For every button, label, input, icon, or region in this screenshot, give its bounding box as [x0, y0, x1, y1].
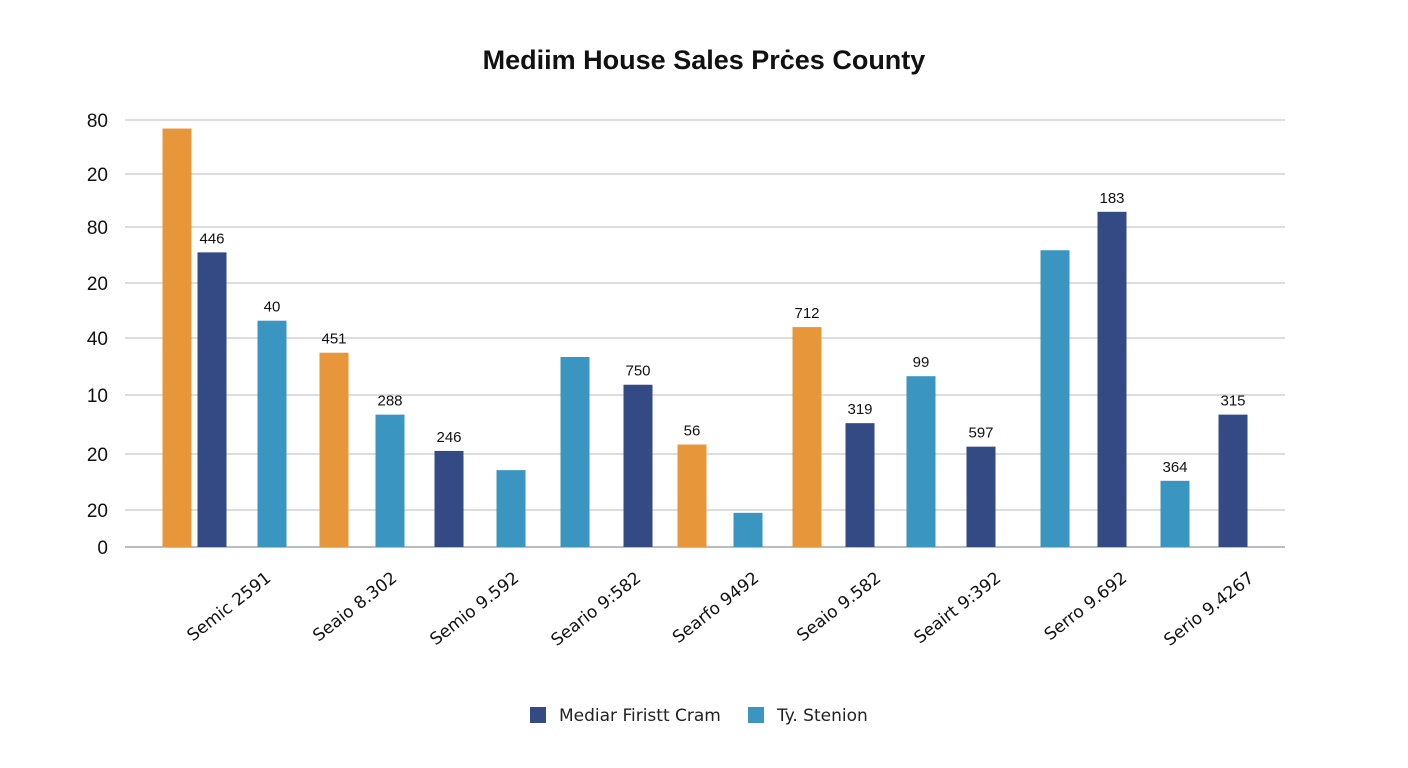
bar-orange-3 — [319, 352, 349, 547]
y-tick-label: 20 — [87, 501, 108, 522]
y-tick-label: 80 — [87, 111, 108, 132]
data-label: 40 — [264, 299, 281, 316]
data-label: 319 — [847, 401, 872, 418]
x-tick-label: Semic 2591 — [184, 568, 276, 646]
x-tick-label: Seaio 9.582 — [793, 568, 885, 646]
bar-teal-2 — [257, 320, 287, 547]
bar-teal-4 — [375, 414, 405, 547]
y-tick-label: 20 — [87, 445, 108, 466]
data-label: 364 — [1162, 459, 1187, 476]
bar-navy-18 — [1218, 414, 1248, 547]
bar-teal-13 — [906, 376, 936, 547]
bar-orange-11 — [792, 327, 822, 547]
x-tick-label: Serro 9.692 — [1041, 568, 1131, 645]
x-tick-label: Seairt 9:392 — [910, 568, 1005, 648]
bar-navy-14 — [966, 446, 996, 547]
bar-navy-1 — [197, 252, 227, 547]
x-tick-label: Serio 9.4267 — [1160, 568, 1258, 650]
x-tick-label: Searfo 9492 — [669, 568, 763, 648]
data-label: 99 — [913, 354, 930, 371]
data-label: 712 — [794, 305, 819, 322]
x-tick-label: Semio 9.592 — [426, 568, 523, 650]
data-label: 56 — [684, 423, 701, 440]
legend-label: Mediar Firistt Cram — [559, 706, 721, 726]
bar-navy-8 — [623, 384, 653, 547]
y-tick-label: 20 — [87, 274, 108, 295]
data-label: 750 — [625, 363, 650, 380]
legend-label: Ty. Stenion — [776, 706, 868, 726]
data-label: 446 — [199, 230, 224, 247]
gridlines — [125, 119, 1285, 548]
y-tick-label: 40 — [87, 329, 108, 350]
data-label: 451 — [321, 331, 346, 348]
x-axis-ticks: Semic 2591 Seaio 8.302 Semio 9.592 Seario 9… — [184, 568, 1259, 650]
bar-orange-9 — [677, 444, 707, 547]
y-tick-label: 80 — [87, 218, 108, 239]
data-label: 183 — [1099, 190, 1124, 207]
bar-teal-7 — [560, 356, 590, 547]
data-label: 597 — [968, 425, 993, 442]
bar-teal-10 — [733, 512, 763, 547]
y-tick-label: 20 — [87, 165, 108, 186]
legend: Mediar Firistt Cram Ty. Stenion — [530, 706, 868, 726]
data-label: 246 — [436, 429, 461, 446]
bar-teal-15 — [1040, 250, 1070, 548]
bar-navy-16 — [1097, 211, 1127, 547]
y-axis-ticks: 0 20 20 10 40 20 80 20 80 — [87, 111, 108, 559]
bar-navy-5 — [434, 450, 464, 547]
data-label: 315 — [1220, 393, 1245, 410]
data-labels: 446 40 451 288 246 750 56 712 319 99 597 183 364 315 — [199, 190, 1245, 476]
data-label: 288 — [377, 393, 402, 410]
bar-orange-0 — [162, 128, 192, 548]
legend-swatch — [748, 707, 764, 723]
y-tick-label: 10 — [87, 386, 108, 407]
legend-swatch — [530, 707, 546, 723]
bar-navy-12 — [845, 423, 875, 547]
chart-title: Mediim House Sales Prċes County — [483, 45, 926, 75]
bar-teal-17 — [1160, 480, 1190, 547]
bars — [162, 128, 1248, 548]
x-tick-label: Seaio 8.302 — [309, 568, 401, 646]
bar-teal-6 — [496, 470, 526, 547]
y-tick-label: 0 — [97, 538, 108, 559]
x-tick-label: Seario 9:582 — [548, 568, 646, 650]
